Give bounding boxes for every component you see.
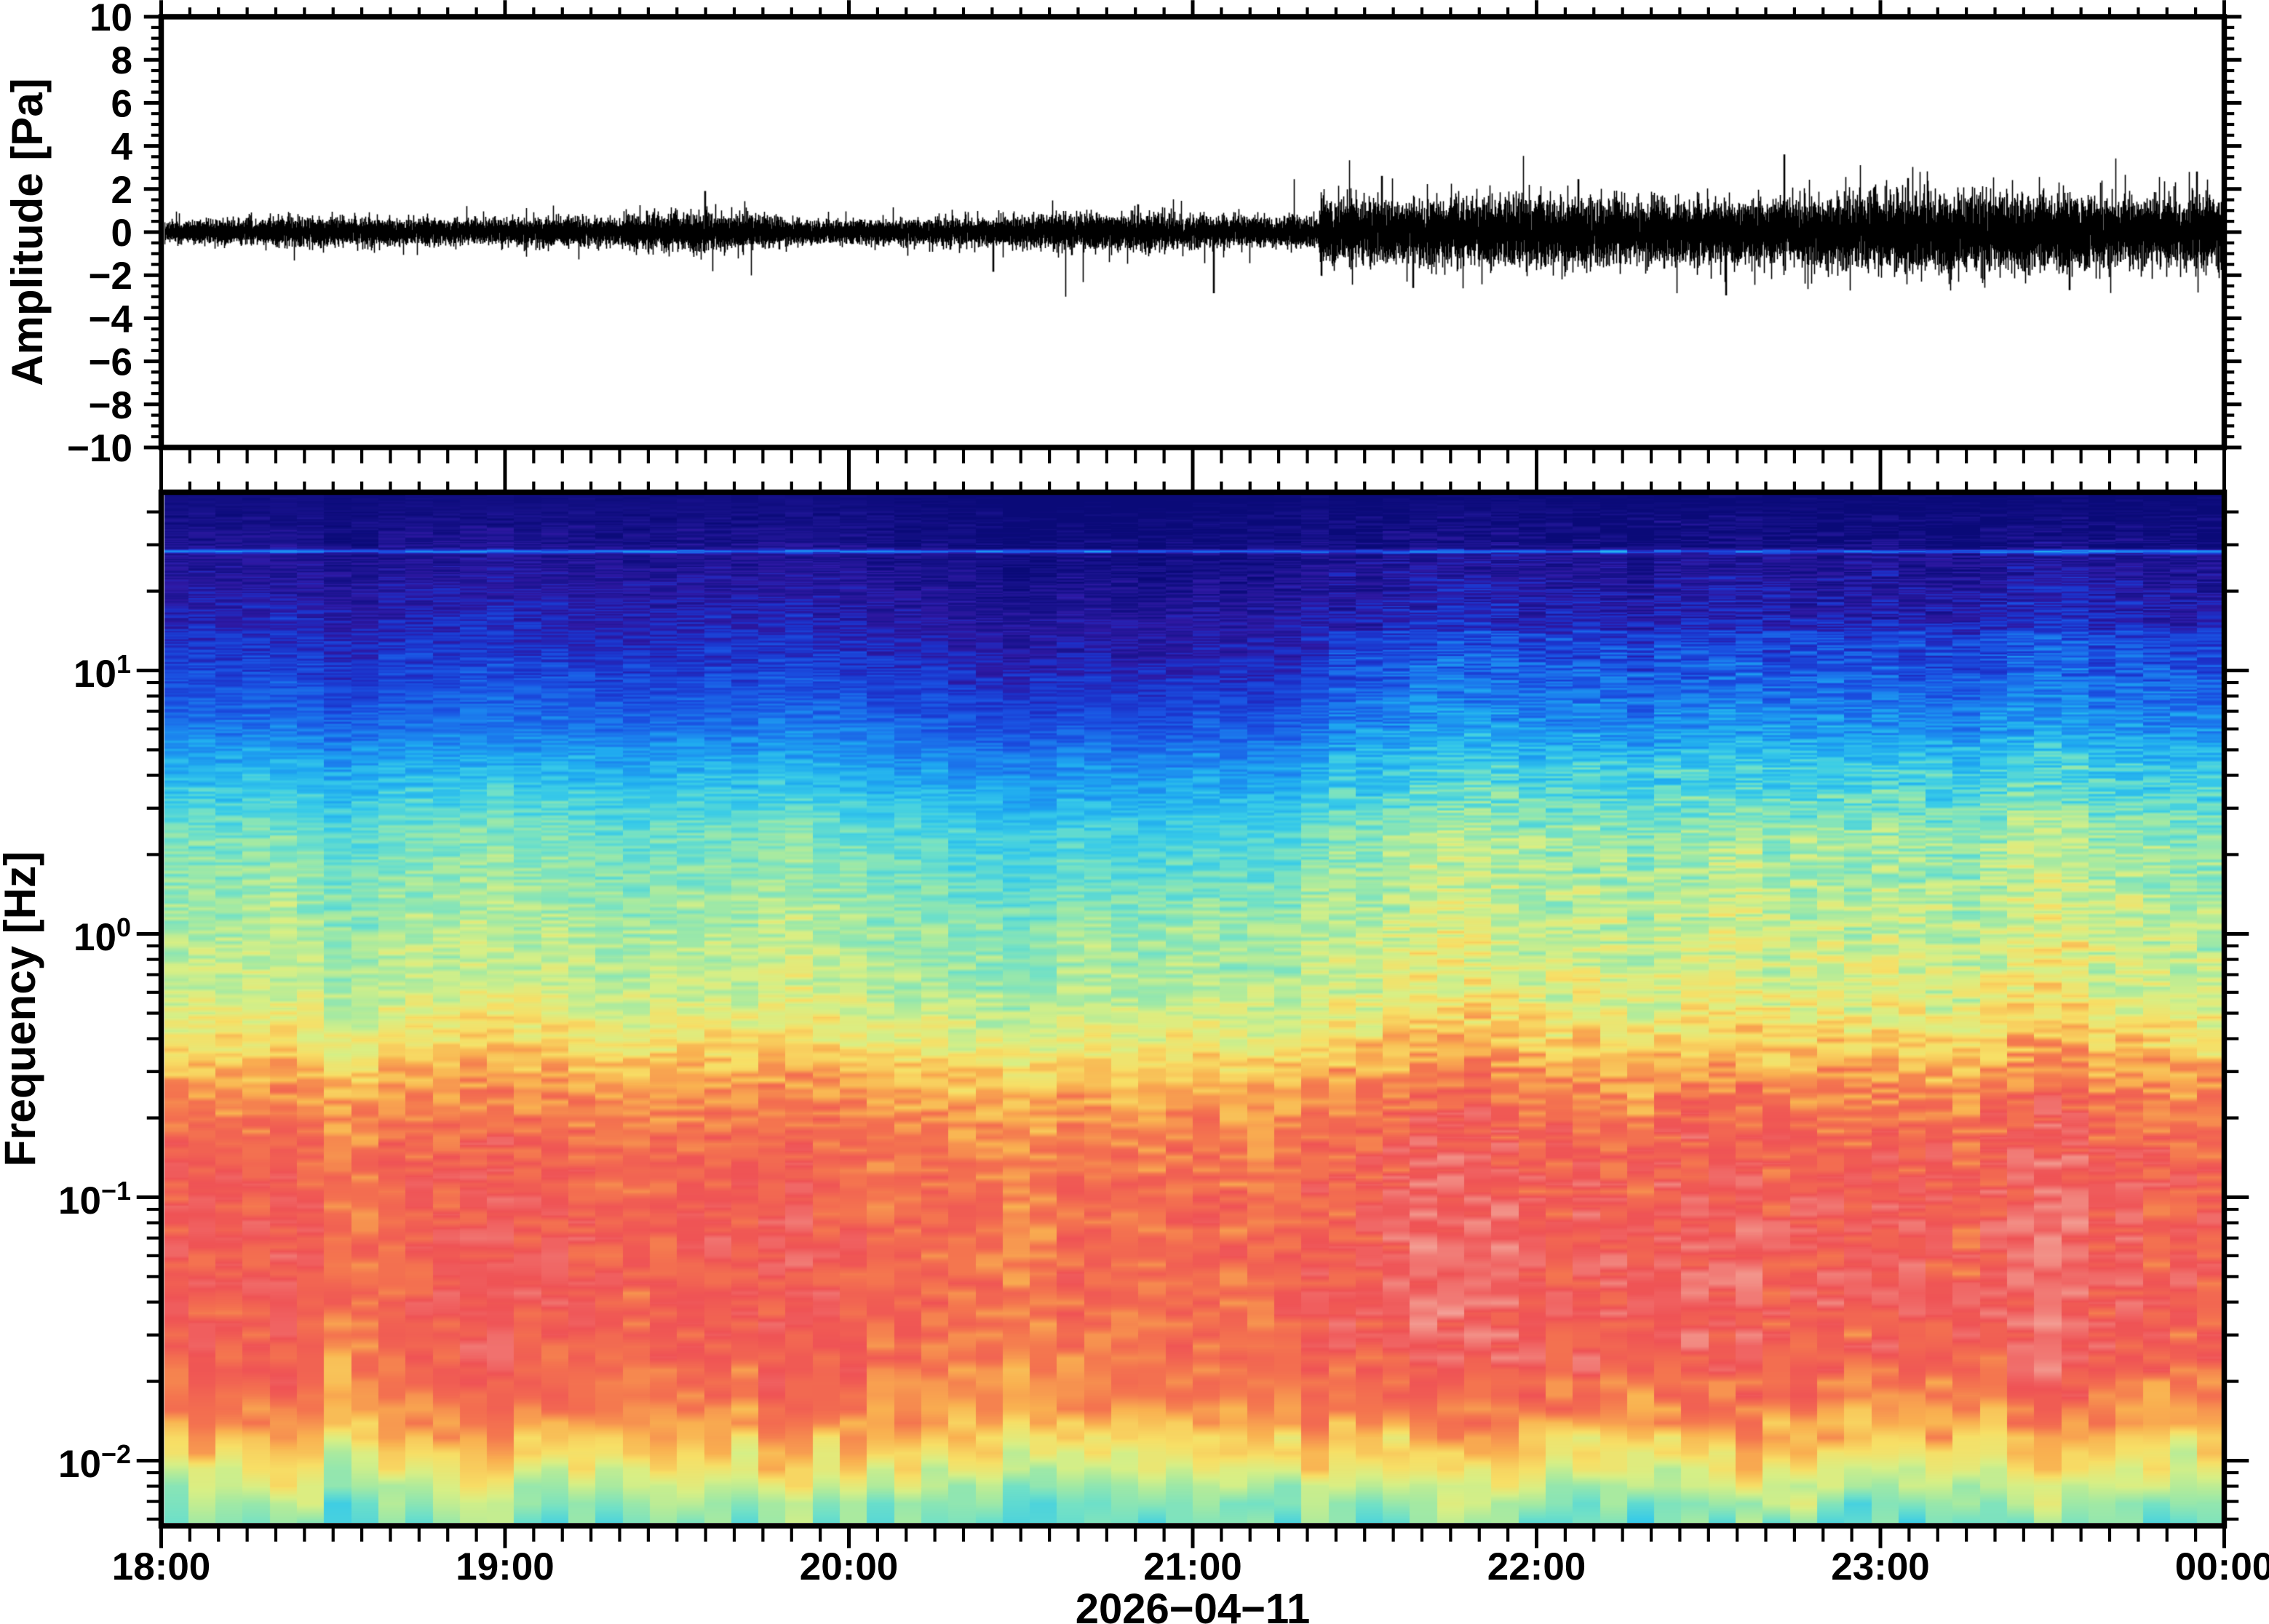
svg-text:20:00: 20:00 [800,1545,899,1588]
svg-text:−2: −2 [89,255,132,298]
svg-text:−8: −8 [89,384,132,427]
svg-text:Frequency [Hz]: Frequency [Hz] [0,851,44,1166]
svg-text:22:00: 22:00 [1487,1545,1586,1588]
svg-text:4: 4 [111,126,133,169]
svg-text:2026−04−11: 2026−04−11 [1076,1585,1311,1624]
svg-text:2: 2 [111,169,132,212]
svg-text:18:00: 18:00 [112,1545,211,1588]
svg-text:21:00: 21:00 [1143,1545,1242,1588]
svg-text:Amplitude [Pa]: Amplitude [Pa] [3,78,52,386]
svg-text:−6: −6 [89,341,132,384]
svg-text:23:00: 23:00 [1831,1545,1930,1588]
svg-text:101: 101 [73,649,131,696]
svg-text:6: 6 [111,82,132,125]
svg-text:0: 0 [111,212,132,255]
svg-text:8: 8 [111,39,132,82]
svg-text:−4: −4 [89,298,133,341]
svg-text:100: 100 [73,912,131,959]
svg-text:10: 10 [90,0,132,39]
svg-text:00:00: 00:00 [2175,1545,2269,1588]
svg-text:19:00: 19:00 [456,1545,555,1588]
svg-text:10−1: 10−1 [58,1176,131,1222]
svg-text:−10: −10 [67,427,132,470]
svg-text:10−2: 10−2 [58,1439,131,1486]
